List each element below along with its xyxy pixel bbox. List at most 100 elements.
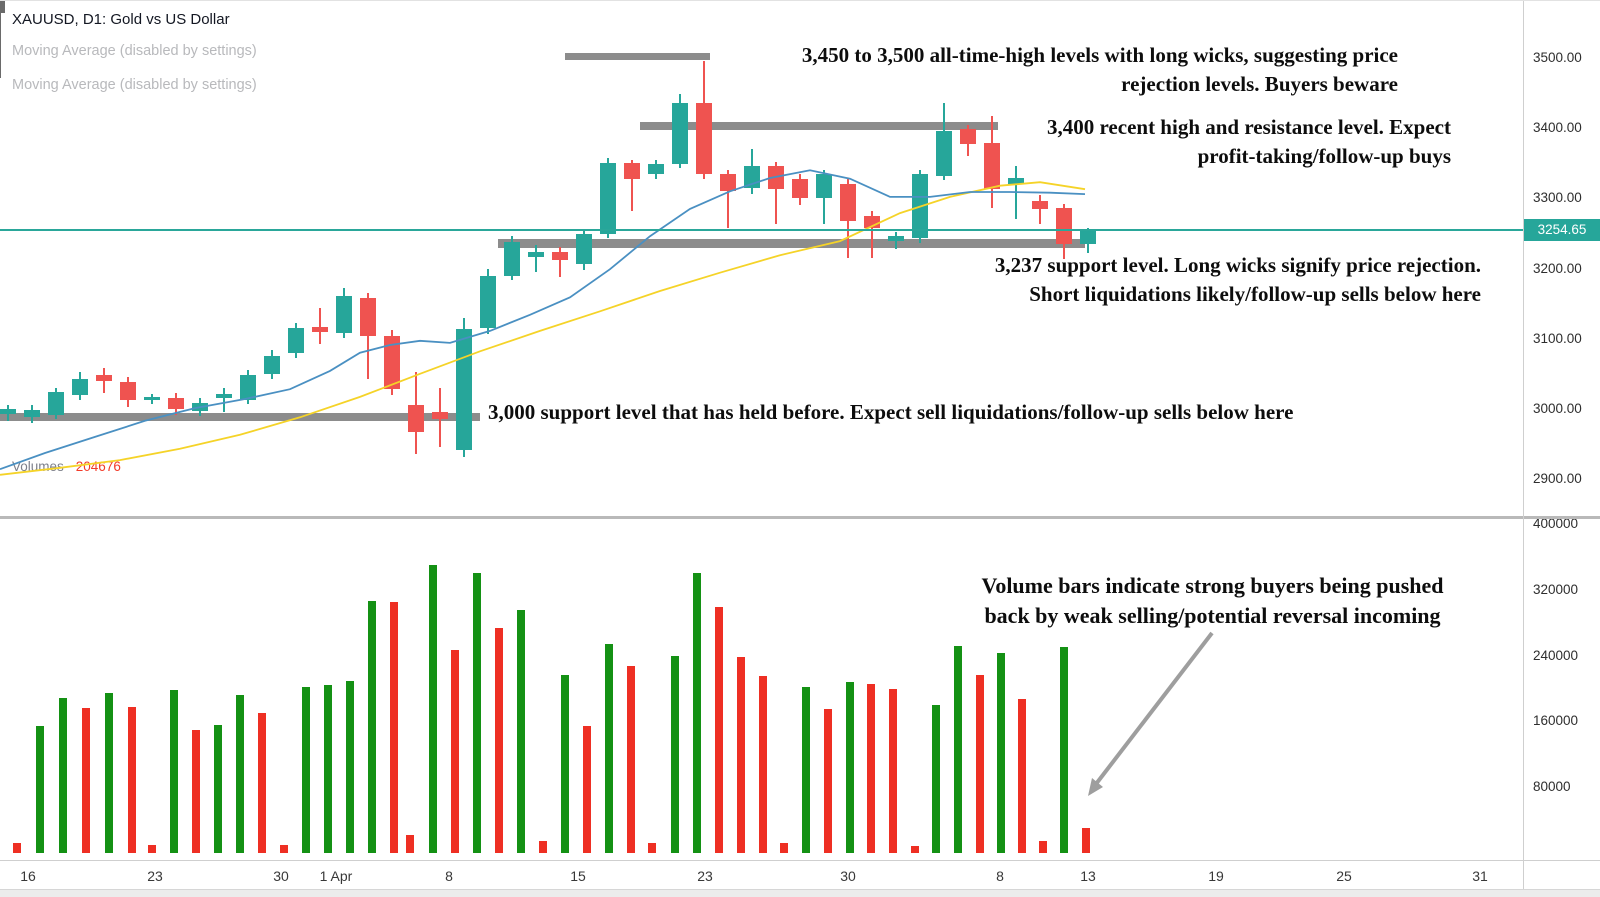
candle[interactable] [48, 391, 64, 416]
volume-bar[interactable] [517, 609, 525, 853]
candle[interactable] [360, 297, 376, 336]
volume-bar[interactable] [59, 698, 67, 853]
volume-bar[interactable] [1060, 647, 1068, 853]
volume-bar[interactable] [1039, 840, 1047, 853]
candle[interactable] [168, 397, 184, 409]
volumes-legend[interactable]: Volumes 204676 [12, 459, 121, 474]
candle[interactable] [144, 396, 160, 400]
volume-bar[interactable] [1018, 699, 1026, 853]
volume-bar[interactable] [148, 844, 156, 853]
volume-bar[interactable] [192, 729, 200, 853]
volume-bar[interactable] [324, 685, 332, 853]
volume-bar[interactable] [889, 689, 897, 853]
volume-bar[interactable] [715, 607, 723, 853]
candle[interactable] [816, 173, 832, 199]
candle[interactable] [0, 408, 16, 415]
volume-bar[interactable] [780, 843, 788, 853]
volume-bar[interactable] [105, 693, 113, 853]
candle[interactable] [672, 102, 688, 164]
volume-bar[interactable] [954, 645, 962, 853]
candle[interactable] [1008, 177, 1024, 185]
candle[interactable] [552, 251, 568, 261]
volume-bar[interactable] [236, 695, 244, 853]
volume-bar[interactable] [451, 649, 459, 853]
volume-bar[interactable] [846, 681, 854, 853]
candle[interactable] [720, 173, 736, 192]
volume-bar[interactable] [824, 709, 832, 853]
volume-bar[interactable] [867, 684, 875, 853]
candle[interactable] [624, 163, 640, 179]
candle[interactable] [120, 382, 136, 401]
ma-legend-1[interactable]: Moving Average (disabled by settings) [12, 43, 257, 59]
volume-bar[interactable] [976, 674, 984, 853]
volume-bar[interactable] [561, 675, 569, 853]
volume-bar[interactable] [302, 686, 310, 853]
candle[interactable] [504, 241, 520, 276]
volume-bar[interactable] [802, 686, 810, 853]
volume-bar[interactable] [280, 844, 288, 853]
volume-bar[interactable] [759, 676, 767, 853]
volume-bar[interactable] [627, 666, 635, 853]
candle[interactable] [960, 128, 976, 145]
volume-bar[interactable] [368, 601, 376, 853]
volume-bar[interactable] [932, 704, 940, 853]
volume-bar[interactable] [82, 708, 90, 853]
candle[interactable] [264, 355, 280, 375]
price-scale-area[interactable] [1523, 1, 1600, 860]
candle[interactable] [768, 166, 784, 190]
candle[interactable] [648, 163, 664, 174]
candle[interactable] [840, 184, 856, 221]
candle[interactable] [456, 328, 472, 451]
candle[interactable] [528, 252, 544, 258]
volume-bar[interactable] [214, 724, 222, 853]
candle[interactable] [792, 178, 808, 199]
volume-bar[interactable] [605, 644, 613, 853]
volume-bar[interactable] [13, 843, 21, 853]
candle[interactable] [240, 375, 256, 401]
volume-bar[interactable] [671, 655, 679, 853]
candle[interactable] [1032, 201, 1048, 209]
volume-bar[interactable] [346, 681, 354, 853]
volume-bar[interactable] [128, 706, 136, 853]
volume-bar[interactable] [583, 725, 591, 853]
candle[interactable] [744, 166, 760, 188]
volume-bar[interactable] [911, 846, 919, 853]
volume-bar[interactable] [737, 657, 745, 853]
volume-bar[interactable] [390, 602, 398, 853]
volume-bar[interactable] [997, 653, 1005, 853]
candle[interactable] [888, 236, 904, 242]
volume-bar[interactable] [170, 690, 178, 853]
volume-bar[interactable] [648, 843, 656, 853]
candle[interactable] [432, 412, 448, 419]
candle[interactable] [96, 375, 112, 381]
volume-bar[interactable] [36, 725, 44, 853]
volume-bar[interactable] [258, 713, 266, 853]
candle[interactable] [696, 102, 712, 174]
volume-bar[interactable] [693, 573, 701, 853]
candle[interactable] [1080, 230, 1096, 244]
volume-bar[interactable] [429, 565, 437, 853]
volume-bar[interactable] [406, 834, 414, 853]
ma-legend-2[interactable]: Moving Average (disabled by settings) [12, 77, 257, 93]
candle[interactable] [312, 326, 328, 333]
volume-bar[interactable] [1082, 828, 1090, 853]
candle[interactable] [288, 328, 304, 353]
volume-bar[interactable] [539, 840, 547, 853]
pane-separator[interactable] [0, 516, 1600, 519]
time-scale-area[interactable] [0, 860, 1600, 889]
volume-bar[interactable] [495, 627, 503, 853]
candle[interactable] [216, 394, 232, 399]
candle[interactable] [480, 275, 496, 329]
symbol-title[interactable]: XAUUSD, D1: Gold vs US Dollar [12, 11, 230, 28]
candle[interactable] [408, 405, 424, 432]
candle[interactable] [24, 410, 40, 418]
volume-bar[interactable] [473, 572, 481, 853]
candle[interactable] [864, 215, 880, 228]
candle[interactable] [336, 295, 352, 334]
candle[interactable] [72, 378, 88, 396]
candle[interactable] [576, 234, 592, 265]
candle[interactable] [192, 402, 208, 411]
candle[interactable] [1056, 208, 1072, 244]
candle[interactable] [936, 130, 952, 176]
candle[interactable] [384, 335, 400, 390]
